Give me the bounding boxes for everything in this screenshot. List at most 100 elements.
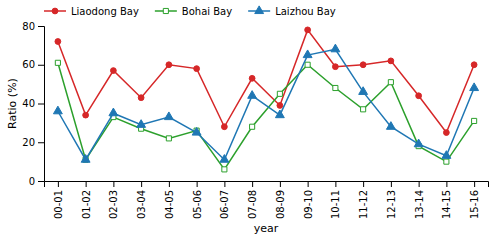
- data-point: [305, 62, 310, 67]
- data-point: [416, 93, 422, 99]
- x-tick: 04-05: [164, 181, 175, 219]
- data-point: [222, 167, 227, 172]
- data-point: [138, 95, 144, 101]
- x-axis-title: year: [254, 222, 279, 235]
- x-tick-mark: [446, 181, 447, 187]
- data-point: [277, 91, 282, 96]
- series: [55, 60, 476, 172]
- data-point: [388, 58, 394, 64]
- x-tick-mark: [58, 181, 59, 187]
- x-tick-mark: [308, 181, 309, 187]
- data-point: [249, 75, 255, 81]
- data-point: [110, 68, 116, 74]
- y-axis: 0 20 40 60 80: [22, 21, 44, 187]
- data-point: [444, 159, 449, 164]
- x-tick-mark: [363, 181, 364, 187]
- x-tick-label: 07-08: [247, 190, 258, 219]
- x-tick: 08-09: [275, 181, 286, 219]
- x-tick: 12-13: [386, 181, 397, 219]
- data-point: [250, 124, 255, 129]
- legend-item: Bohai Bay: [155, 6, 232, 17]
- y-tick-mark: [38, 65, 44, 66]
- y-tick: 20: [22, 137, 44, 148]
- x-tick-label: 06-07: [219, 190, 230, 219]
- x-tick: 00-01: [53, 181, 64, 219]
- y-tick: 60: [22, 59, 44, 70]
- x-tick-label: 15-16: [469, 190, 480, 219]
- legend: Liaodong BayBohai BayLaizhou Bay: [44, 6, 336, 17]
- x-tick: 02-03: [108, 181, 119, 219]
- y-tick-mark: [38, 26, 44, 27]
- data-point: [305, 27, 311, 33]
- legend-item: Liaodong Bay: [44, 6, 139, 17]
- data-point: [414, 139, 423, 147]
- x-tick-mark: [197, 181, 198, 187]
- x-tick-label: 11-12: [358, 190, 369, 219]
- data-point: [166, 136, 171, 141]
- x-tick: 07-08: [247, 181, 258, 219]
- x-tick-label: 09-10: [303, 190, 314, 219]
- data-point: [83, 112, 89, 118]
- y-tick-label: 40: [22, 98, 35, 109]
- marks: [53, 27, 478, 172]
- y-tick: 80: [22, 21, 44, 32]
- data-point: [277, 103, 283, 109]
- data-point: [303, 50, 312, 58]
- x-tick-label: 05-06: [192, 190, 203, 219]
- y-tick-mark: [38, 181, 44, 182]
- y-tick-mark: [38, 142, 44, 143]
- x-tick-label: 12-13: [386, 190, 397, 219]
- legend-label: Liaodong Bay: [71, 6, 139, 17]
- x-tick-mark: [280, 181, 281, 187]
- data-point: [164, 112, 173, 120]
- x-tick-mark: [86, 181, 87, 187]
- data-point: [109, 108, 118, 116]
- x-tick-mark: [169, 181, 170, 187]
- legend-swatch-marker: [163, 8, 168, 13]
- series-line: [58, 30, 474, 133]
- y-tick: 0: [29, 176, 44, 187]
- data-point: [333, 85, 338, 90]
- data-point: [220, 155, 229, 163]
- x-tick: 13-14: [414, 181, 425, 219]
- x-tick-mark: [474, 181, 475, 187]
- x-tick-mark: [335, 181, 336, 187]
- chart: 02040608000-0101-0202-0303-0404-0505-060…: [0, 0, 500, 237]
- x-tick-label: 08-09: [275, 190, 286, 219]
- data-point: [442, 151, 451, 159]
- x-tick-mark: [113, 181, 114, 187]
- data-point: [361, 107, 366, 112]
- x-tick-mark: [141, 181, 142, 187]
- data-point: [192, 127, 201, 135]
- data-point: [388, 80, 393, 85]
- x-tick-label: 14-15: [441, 190, 452, 219]
- x-tick-label: 00-01: [53, 190, 64, 219]
- data-point: [332, 64, 338, 70]
- data-point: [331, 44, 340, 52]
- data-point: [470, 83, 479, 91]
- data-point: [471, 62, 477, 68]
- series-line: [58, 49, 474, 159]
- x-tick-mark: [252, 181, 253, 187]
- y-axis-line: [38, 27, 45, 182]
- legend-swatch-marker: [52, 8, 58, 14]
- y-tick-label: 80: [22, 21, 35, 32]
- y-tick-label: 60: [22, 59, 35, 70]
- x-tick: 10-11: [330, 181, 341, 219]
- x-tick: 03-04: [136, 181, 147, 219]
- data-point: [194, 66, 200, 72]
- data-point: [472, 118, 477, 123]
- x-tick-label: 13-14: [414, 190, 425, 219]
- legend-label: Bohai Bay: [182, 6, 232, 17]
- data-point: [275, 110, 284, 118]
- x-tick-mark: [224, 181, 225, 187]
- y-tick-mark: [38, 104, 44, 105]
- plot-area: 02040608000-0101-0202-0303-0404-0505-060…: [22, 21, 488, 219]
- data-point: [360, 62, 366, 68]
- x-tick-mark: [419, 181, 420, 187]
- data-point: [248, 91, 257, 99]
- x-tick: 06-07: [219, 181, 230, 219]
- x-tick-mark: [391, 181, 392, 187]
- y-tick-label: 0: [29, 176, 35, 187]
- data-point: [81, 155, 90, 163]
